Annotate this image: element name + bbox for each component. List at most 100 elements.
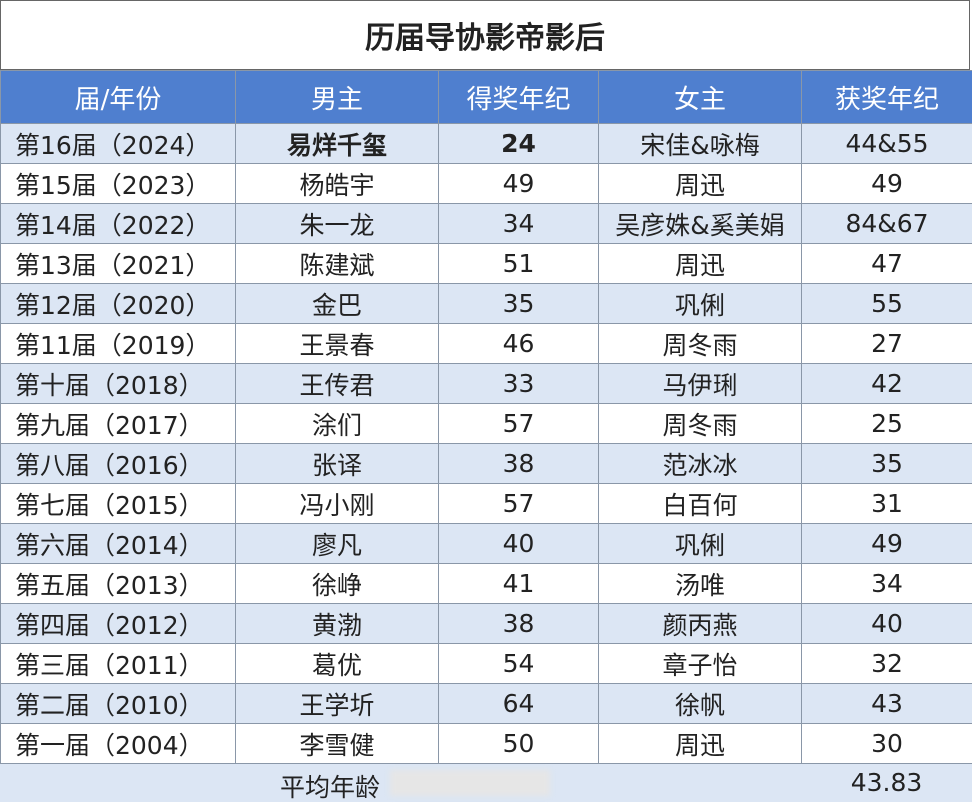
table-cell: 38 [439,444,599,484]
table-cell: 35 [802,444,972,484]
table-cell: 30 [802,724,972,764]
table-cell: 周冬雨 [599,324,802,364]
table-cell: 易烊千玺 [236,124,439,164]
table-cell: 颜丙燕 [599,604,802,644]
footer-value: 43.83 [801,768,972,797]
table-cell: 第八届（2016） [1,444,236,484]
table-cell: 25 [802,404,972,444]
table-cell: 34 [802,564,972,604]
table-cell: 陈建斌 [236,244,439,284]
table-cell: 31 [802,484,972,524]
footer-label: 平均年龄 [280,768,380,804]
table-cell: 李雪健 [236,724,439,764]
table-cell: 49 [802,164,972,204]
footer-row: 平均年龄 43.83 [0,764,972,802]
table-cell: 第九届（2017） [1,404,236,444]
header-cell: 女主 [599,71,802,124]
table-cell: 周迅 [599,724,802,764]
table-cell: 涂们 [236,404,439,444]
table-cell: 第七届（2015） [1,484,236,524]
obscured-value [390,770,550,796]
table-cell: 白百何 [599,484,802,524]
table-cell: 43 [802,684,972,724]
table-cell: 51 [439,244,599,284]
table-cell: 24 [439,124,599,164]
table-cell: 周迅 [599,164,802,204]
table-cell: 57 [439,484,599,524]
table-cell: 章子怡 [599,644,802,684]
table-cell: 第一届（2004） [1,724,236,764]
table-cell: 第五届（2013） [1,564,236,604]
table-cell: 周迅 [599,244,802,284]
table-cell: 黄渤 [236,604,439,644]
table-cell: 第二届（2010） [1,684,236,724]
table-cell: 57 [439,404,599,444]
table-cell: 宋佳&咏梅 [599,124,802,164]
table-cell: 第12届（2020） [1,284,236,324]
table-cell: 32 [802,644,972,684]
table-cell: 葛优 [236,644,439,684]
header-cell: 获奖年纪 [802,71,972,124]
header-cell: 男主 [236,71,439,124]
table-cell: 44&55 [802,124,972,164]
table-cell: 巩俐 [599,284,802,324]
table-cell: 40 [802,604,972,644]
table-cell: 47 [802,244,972,284]
table-cell: 第13届（2021） [1,244,236,284]
table-cell: 徐峥 [236,564,439,604]
table-cell: 84&67 [802,204,972,244]
table-cell: 41 [439,564,599,604]
table-cell: 王景春 [236,324,439,364]
table-cell: 周冬雨 [599,404,802,444]
table-cell: 范冰冰 [599,444,802,484]
table-cell: 第11届（2019） [1,324,236,364]
table-cell: 64 [439,684,599,724]
table-cell: 徐帆 [599,684,802,724]
table-cell: 廖凡 [236,524,439,564]
table-cell: 46 [439,324,599,364]
table-cell: 马伊琍 [599,364,802,404]
table-cell: 第三届（2011） [1,644,236,684]
table-cell: 50 [439,724,599,764]
table-cell: 第四届（2012） [1,604,236,644]
table-cell: 33 [439,364,599,404]
table-cell: 王学圻 [236,684,439,724]
table-cell: 55 [802,284,972,324]
table-cell: 49 [439,164,599,204]
header-cell: 得奖年纪 [439,71,599,124]
table-cell: 34 [439,204,599,244]
table-cell: 54 [439,644,599,684]
table-cell: 巩俐 [599,524,802,564]
table-cell: 王传君 [236,364,439,404]
table-cell: 冯小刚 [236,484,439,524]
table-cell: 27 [802,324,972,364]
table-cell: 40 [439,524,599,564]
title: 历届导协影帝影后 [0,0,970,70]
table-cell: 朱一龙 [236,204,439,244]
table-cell: 金巴 [236,284,439,324]
table-cell: 38 [439,604,599,644]
table-cell: 42 [802,364,972,404]
table-cell: 吴彦姝&奚美娟 [599,204,802,244]
header-row: 届/年份男主得奖年纪女主获奖年纪 [1,71,972,124]
table-cell: 汤唯 [599,564,802,604]
table-cell: 第15届（2023） [1,164,236,204]
table-cell: 杨皓宇 [236,164,439,204]
table-cell: 35 [439,284,599,324]
table-cell: 第14届（2022） [1,204,236,244]
